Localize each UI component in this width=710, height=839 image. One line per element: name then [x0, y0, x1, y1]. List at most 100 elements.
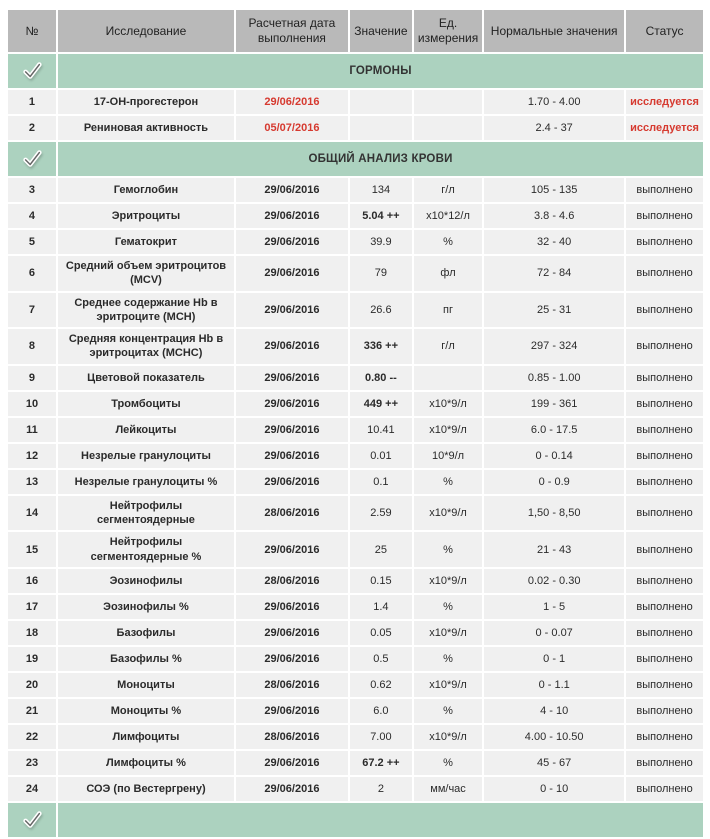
lab-results-table: № Исследование Расчетная дата выполнения… — [6, 8, 705, 839]
section-select-cell[interactable] — [8, 802, 56, 837]
section-select-cell[interactable] — [8, 142, 56, 176]
cell-unit: % — [413, 698, 483, 723]
cell-date: 28/06/2016 — [235, 495, 348, 531]
cell-unit: x10*9/л — [413, 620, 483, 645]
cell-study-name: Нейтрофилы сегментоядерные — [57, 495, 234, 531]
cell-status: выполнено — [626, 443, 703, 468]
checkmark-icon — [23, 811, 42, 828]
cell-date: 29/06/2016 — [235, 469, 348, 494]
cell-study-name: Нейтрофилы сегментоядерные % — [57, 532, 234, 567]
cell-study-name: Моноциты — [57, 672, 234, 697]
cell-value: 10.41 — [349, 417, 412, 442]
cell-study-name: Эозинофилы — [57, 568, 234, 593]
section-title: ГОРМОНЫ — [57, 54, 703, 88]
cell-status: выполнено — [626, 178, 703, 202]
cell-status: выполнено — [626, 620, 703, 645]
cell-normal-range: 4.00 - 10.50 — [484, 724, 625, 749]
cell-unit: x10*9/л — [413, 391, 483, 416]
cell-num: 23 — [8, 750, 56, 775]
table-body: ГОРМОНЫ 1 17-ОН-прогестерон 29/06/2016 1.70 … — [8, 54, 703, 837]
cell-date: 29/06/2016 — [235, 532, 348, 567]
cell-unit: 10*9/л — [413, 443, 483, 468]
cell-study-name: Эозинофилы % — [57, 594, 234, 619]
cell-value: 0.5 — [349, 646, 412, 671]
result-row: 4 Эритроциты 29/06/2016 5.04 ++ x10*12/л 3.8 … — [8, 204, 703, 228]
cell-date: 28/06/2016 — [235, 672, 348, 697]
cell-value: 336 ++ — [349, 329, 412, 364]
section-title — [57, 802, 703, 837]
cell-normal-range: 0 - 0.14 — [484, 443, 625, 468]
cell-unit: % — [413, 532, 483, 567]
cell-normal-range: 0 - 10 — [484, 776, 625, 801]
cell-status: выполнено — [626, 329, 703, 364]
cell-unit: % — [413, 750, 483, 775]
cell-normal-range: 25 - 31 — [484, 292, 625, 328]
cell-unit: фл — [413, 256, 483, 291]
cell-normal-range: 32 - 40 — [484, 230, 625, 254]
cell-num: 20 — [8, 672, 56, 697]
cell-status: выполнено — [626, 256, 703, 291]
cell-status: выполнено — [626, 230, 703, 254]
cell-value: 2.59 — [349, 495, 412, 531]
cell-study-name: Моноциты % — [57, 698, 234, 723]
cell-unit: % — [413, 230, 483, 254]
cell-value: 39.9 — [349, 230, 412, 254]
cell-date: 29/06/2016 — [235, 417, 348, 442]
cell-value: 79 — [349, 256, 412, 291]
cell-unit: x10*12/л — [413, 204, 483, 228]
cell-study-name: СОЭ (по Вестергрену) — [57, 776, 234, 801]
result-row: 17 Эозинофилы % 29/06/2016 1.4% 1 - 5 выполне… — [8, 594, 703, 619]
cell-num: 21 — [8, 698, 56, 723]
cell-status: выполнено — [626, 594, 703, 619]
cell-num: 1 — [8, 90, 56, 114]
cell-status: выполнено — [626, 724, 703, 749]
cell-normal-range: 72 - 84 — [484, 256, 625, 291]
col-header-value: Значение — [349, 10, 412, 52]
result-row: 15 Нейтрофилы сегментоядерные % 29/06/2016… — [8, 532, 703, 567]
result-row: 24 СОЭ (по Вестергрену) 29/06/2016 2 мм/час 0… — [8, 776, 703, 801]
result-row: 7 Среднее содержание Hb в эритроците (MCH… — [8, 292, 703, 328]
cell-normal-range: 0 - 0.9 — [484, 469, 625, 494]
cell-num: 6 — [8, 256, 56, 291]
cell-unit: x10*9/л — [413, 417, 483, 442]
result-row: 2 Рениновая активность 05/07/2016 2.4 - 37 и… — [8, 116, 703, 140]
cell-study-name: 17-ОН-прогестерон — [57, 90, 234, 114]
cell-unit: x10*9/л — [413, 495, 483, 531]
section-select-cell[interactable] — [8, 54, 56, 88]
cell-date: 29/06/2016 — [235, 329, 348, 364]
cell-study-name: Гематокрит — [57, 230, 234, 254]
cell-normal-range: 0.85 - 1.00 — [484, 365, 625, 390]
cell-num: 3 — [8, 178, 56, 202]
cell-study-name: Незрелые гранулоциты % — [57, 469, 234, 494]
cell-num: 16 — [8, 568, 56, 593]
cell-date: 29/06/2016 — [235, 594, 348, 619]
cell-value: 26.6 — [349, 292, 412, 328]
cell-date: 29/06/2016 — [235, 391, 348, 416]
cell-num: 8 — [8, 329, 56, 364]
cell-status: выполнено — [626, 568, 703, 593]
cell-unit: % — [413, 646, 483, 671]
section-header-row: ГОРМОНЫ — [8, 54, 703, 88]
result-row: 11 Лейкоциты 29/06/2016 10.41 x10*9/л 6.0 - 1… — [8, 417, 703, 442]
cell-value: 25 — [349, 532, 412, 567]
cell-study-name: Средний объем эритроцитов (MCV) — [57, 256, 234, 291]
result-row: 16 Эозинофилы 28/06/2016 0.15 x10*9/л 0.02 - … — [8, 568, 703, 593]
result-row: 10 Тромбоциты 29/06/2016 449 ++ x10*9/л 199 -… — [8, 391, 703, 416]
cell-unit: мм/час — [413, 776, 483, 801]
cell-unit: г/л — [413, 178, 483, 202]
cell-normal-range: 45 - 67 — [484, 750, 625, 775]
cell-value: 449 ++ — [349, 391, 412, 416]
cell-status: выполнено — [626, 776, 703, 801]
cell-status: выполнено — [626, 646, 703, 671]
cell-num: 4 — [8, 204, 56, 228]
cell-normal-range: 6.0 - 17.5 — [484, 417, 625, 442]
result-row: 6 Средний объем эритроцитов (MCV) 29/06/20… — [8, 256, 703, 291]
cell-num: 10 — [8, 391, 56, 416]
cell-date: 29/06/2016 — [235, 443, 348, 468]
result-row: 5 Гематокрит 29/06/2016 39.9% 32 - 40 выполне… — [8, 230, 703, 254]
cell-value: 0.15 — [349, 568, 412, 593]
cell-date: 28/06/2016 — [235, 568, 348, 593]
cell-study-name: Базофилы — [57, 620, 234, 645]
result-row: 21 Моноциты % 29/06/2016 6.0% 4 - 10 выполнен… — [8, 698, 703, 723]
